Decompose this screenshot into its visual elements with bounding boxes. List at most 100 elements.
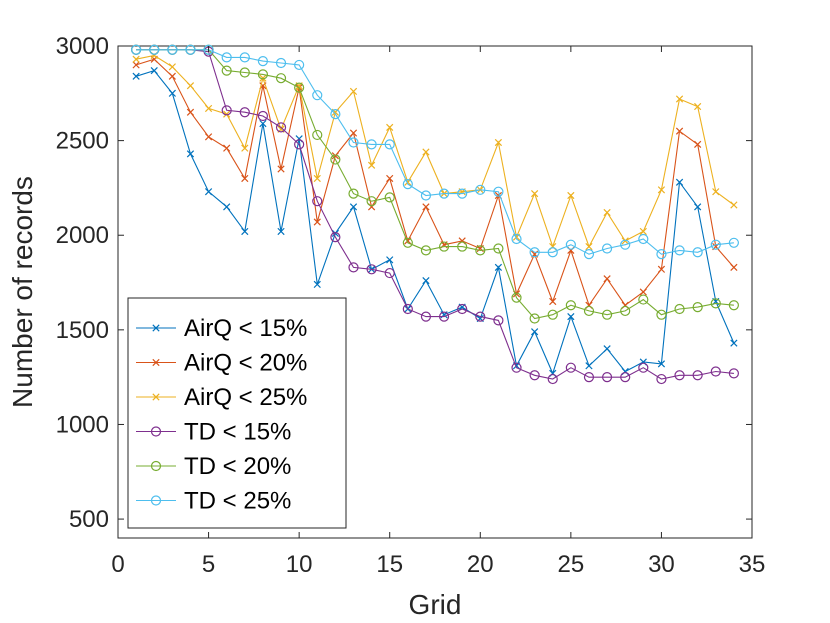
data-point	[168, 63, 176, 71]
data-point	[384, 192, 395, 203]
data-point	[728, 237, 739, 248]
data-point	[621, 237, 629, 245]
data-point	[712, 188, 720, 196]
data-point	[167, 44, 178, 55]
data-point	[583, 249, 595, 260]
data-point	[565, 362, 576, 373]
data-point	[330, 154, 341, 165]
data-point	[402, 179, 413, 190]
legend-label: AirQ < 20%	[184, 350, 307, 377]
data-point	[239, 67, 250, 78]
data-point	[204, 188, 213, 196]
data-point	[386, 256, 394, 264]
legend-swatch-marker	[150, 426, 162, 437]
data-point	[638, 294, 649, 305]
data-point	[674, 370, 685, 381]
data-point	[583, 305, 595, 317]
data-point	[531, 189, 539, 198]
data-point	[601, 243, 613, 254]
data-point	[349, 87, 358, 96]
data-point	[221, 52, 232, 63]
data-point	[294, 139, 305, 150]
data-point	[657, 360, 666, 368]
data-point	[547, 309, 558, 320]
data-point	[259, 74, 267, 82]
data-point	[223, 203, 231, 211]
data-point	[656, 249, 667, 260]
y-tick-label: 3000	[56, 33, 109, 60]
data-point	[203, 44, 214, 55]
data-point	[186, 150, 195, 158]
y-tick-label: 500	[69, 506, 109, 533]
data-point	[366, 264, 377, 275]
legend-label: TD < 25%	[184, 488, 291, 515]
data-point	[730, 339, 738, 347]
data-point	[348, 262, 359, 273]
data-point	[313, 218, 321, 226]
data-point	[567, 312, 575, 321]
y-axis-title: Number of records	[7, 176, 38, 408]
data-point	[313, 280, 321, 289]
legend-entry: AirQ < 15%	[136, 315, 307, 342]
data-point	[692, 370, 703, 381]
data-point	[420, 311, 432, 322]
x-axis: 0 5 10 15 20 25 30 35	[111, 46, 765, 578]
x-tick-label: 35	[739, 551, 766, 578]
data-point	[402, 237, 413, 248]
data-point	[275, 122, 287, 133]
data-point	[730, 201, 738, 209]
data-point	[620, 372, 631, 383]
data-point	[257, 110, 269, 122]
data-point	[168, 72, 176, 80]
data-point	[330, 232, 341, 243]
x-tick-label: 30	[648, 551, 675, 578]
x-tick-label: 20	[467, 551, 494, 578]
data-point	[420, 245, 432, 256]
data-point	[422, 203, 430, 211]
data-point	[457, 188, 468, 199]
data-point	[204, 104, 213, 113]
data-point	[529, 247, 540, 258]
data-point	[511, 233, 522, 245]
data-point	[565, 239, 576, 250]
series-line	[135, 69, 735, 375]
data-point	[730, 263, 738, 272]
x-tick-label: 5	[202, 551, 215, 578]
data-point	[656, 309, 667, 320]
data-point	[694, 102, 702, 111]
legend-swatch-marker	[150, 460, 162, 472]
data-point	[547, 247, 558, 258]
data-point	[694, 140, 702, 149]
data-point	[384, 139, 395, 150]
data-point	[438, 241, 450, 252]
legend-swatch-marker	[152, 393, 160, 401]
legend-label: AirQ < 25%	[184, 384, 307, 411]
data-point	[529, 370, 540, 381]
data-point	[348, 188, 359, 199]
data-point	[149, 44, 160, 55]
data-point	[601, 372, 613, 383]
data-point	[585, 242, 593, 251]
data-point	[728, 368, 739, 379]
data-point	[603, 208, 611, 217]
data-point	[620, 239, 631, 250]
data-point	[710, 298, 721, 309]
data-point	[694, 203, 702, 211]
data-point	[313, 174, 321, 183]
data-point	[132, 72, 140, 80]
data-point	[601, 309, 613, 320]
data-point	[657, 186, 666, 194]
data-point	[603, 275, 611, 283]
data-point	[657, 265, 666, 273]
data-point	[294, 82, 305, 93]
data-point	[132, 55, 140, 63]
data-point	[457, 303, 468, 315]
data-point	[349, 203, 358, 211]
legend-entry: TD < 15%	[136, 419, 291, 446]
data-point	[583, 372, 595, 383]
data-point	[692, 247, 703, 258]
data-point	[223, 144, 231, 152]
data-point	[131, 44, 142, 55]
legend-label: TD < 20%	[184, 453, 291, 480]
